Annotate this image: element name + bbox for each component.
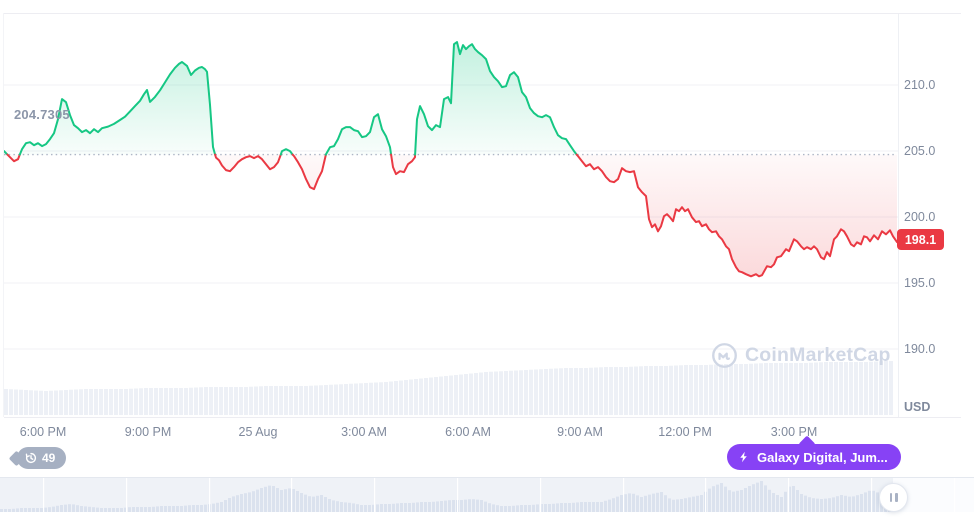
x-axis-tick: 9:00 PM bbox=[124, 425, 172, 439]
panel-top-border bbox=[4, 13, 961, 14]
news-annotation-badge[interactable]: Galaxy Digital, Jum... bbox=[727, 435, 901, 470]
x-axis-tick: 3:00 AM bbox=[341, 425, 387, 439]
history-count: 49 bbox=[42, 451, 56, 465]
panel-left-border bbox=[3, 13, 4, 417]
pause-button[interactable] bbox=[879, 483, 908, 512]
x-axis-tick: 9:00 AM bbox=[557, 425, 603, 439]
x-axis-tick: 12:00 PM bbox=[658, 425, 712, 439]
currency-unit-label: USD bbox=[904, 400, 931, 414]
x-axis-line bbox=[4, 417, 961, 418]
y-axis-tick: 195.0 bbox=[904, 276, 936, 290]
plot-axis-separator bbox=[898, 14, 899, 417]
last-price-badge: 198.1 bbox=[897, 229, 944, 250]
navigator-top-border bbox=[0, 477, 974, 478]
news-label: Galaxy Digital, Jum... bbox=[757, 449, 888, 465]
range-navigator[interactable] bbox=[0, 478, 974, 512]
pause-icon bbox=[895, 493, 898, 502]
x-axis-tick: 6:00 AM bbox=[445, 425, 491, 439]
y-axis-tick: 190.0 bbox=[904, 342, 936, 356]
y-axis-tick: 200.0 bbox=[904, 210, 936, 224]
x-axis-tick: 25 Aug bbox=[238, 425, 278, 439]
x-axis-tick: 3:00 PM bbox=[770, 425, 818, 439]
pause-icon bbox=[889, 493, 892, 502]
lightning-bolt-icon bbox=[738, 450, 750, 464]
history-clock-icon bbox=[24, 451, 38, 465]
price-chart-plot[interactable] bbox=[3, 14, 898, 417]
x-axis-tick: 6:00 PM bbox=[19, 425, 67, 439]
y-axis-tick: 205.0 bbox=[904, 144, 936, 158]
previous-close-label: 204.7305 bbox=[14, 107, 70, 122]
y-axis-tick: 210.0 bbox=[904, 78, 936, 92]
history-annotation-badge[interactable]: 49 bbox=[8, 446, 68, 470]
